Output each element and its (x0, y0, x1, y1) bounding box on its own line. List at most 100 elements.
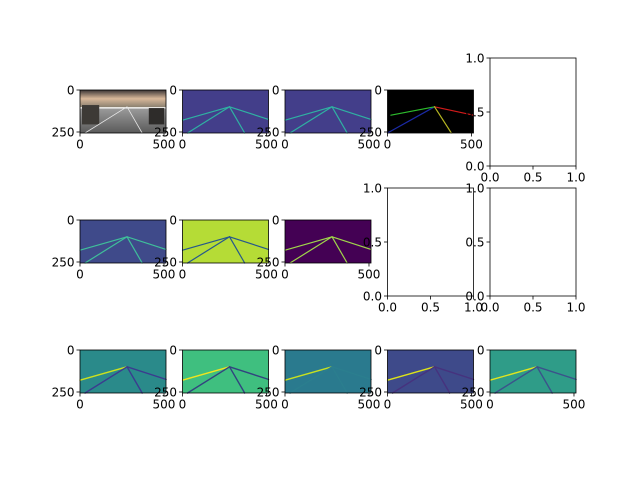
lane-map-far-right (126, 236, 167, 250)
x-tick-label: 0 (179, 398, 187, 412)
lane-map-dark-background (285, 220, 371, 263)
lane-map-far-left (181, 106, 231, 121)
lane-map-left (289, 106, 333, 134)
lane-channel-right (536, 366, 553, 394)
y-tick-label: 250 (359, 125, 382, 139)
axes-frame (79, 349, 167, 394)
x-tick-label: 0 (281, 138, 289, 152)
x-tick-label: 500 (255, 398, 278, 412)
y-tick-label: 0 (272, 344, 280, 358)
axes-frame (284, 349, 372, 394)
lane-map-right (126, 236, 143, 264)
lane-channel-far-right (331, 366, 372, 381)
x-tick-label: 0 (486, 398, 494, 412)
y-tick-label: 0 (67, 84, 75, 98)
lane-map-far-right (331, 106, 372, 120)
lane-map-right (228, 106, 246, 134)
lane-map-dark-right (331, 236, 348, 264)
lane-map-left (84, 236, 128, 264)
x-tick-label: 500 (563, 398, 586, 412)
y-tick-label: 0 (169, 84, 177, 98)
axes-frame (79, 219, 167, 264)
x-tick-label: 0 (179, 268, 187, 282)
y-tick-label: 0 (169, 344, 177, 358)
lane-channel-background (80, 350, 166, 393)
lane-channel-left (391, 366, 436, 394)
lane-channel-far-right (228, 366, 270, 381)
x-tick-label: 0 (281, 268, 289, 282)
x-tick-label: 500 (255, 138, 278, 152)
lane-map-inverted-far-right (228, 236, 270, 250)
y-tick-label: 0 (477, 344, 485, 358)
x-tick-label: 0.5 (523, 171, 542, 185)
road-photo-ground (80, 108, 166, 133)
x-tick-label: 500 (358, 138, 381, 152)
y-tick-label: 250 (52, 385, 75, 399)
lane-map-inverted-right (228, 236, 246, 264)
x-tick-label: 500 (153, 268, 176, 282)
lane-channel-far-right (433, 366, 475, 381)
rgb-lane-red (433, 106, 475, 116)
lane-channel-right (126, 366, 143, 394)
x-tick-label: 500 (153, 138, 176, 152)
axes-frame (182, 349, 269, 394)
y-tick-label: 0.5 (363, 236, 382, 250)
lane-map-dark-left (289, 236, 333, 264)
axes-frame (284, 89, 372, 134)
y-tick-label: 0.0 (465, 290, 484, 304)
y-tick-label: 0.5 (465, 236, 484, 250)
y-tick-label: 250 (154, 125, 177, 139)
lane-map-inverted-far-left (181, 236, 231, 251)
x-tick-label: 0.0 (378, 301, 397, 315)
x-tick-label: 1.0 (464, 301, 483, 315)
lane-map-far-left (79, 236, 128, 251)
axes-frame (387, 349, 474, 394)
y-tick-label: 0 (169, 214, 177, 228)
lane-channel-right (228, 366, 246, 394)
lane-map-far-left (284, 106, 333, 121)
axes-frame (387, 187, 474, 297)
rgb-lanes-background (387, 90, 474, 133)
y-tick-label: 0.0 (465, 160, 484, 174)
axes-frame (489, 349, 577, 394)
x-tick-label: 0 (281, 398, 289, 412)
lane-channel-background (285, 350, 371, 393)
y-tick-label: 250 (462, 385, 485, 399)
x-tick-label: 0 (384, 138, 392, 152)
y-tick-label: 250 (359, 385, 382, 399)
x-tick-label: 0 (384, 398, 392, 412)
lane-map-background (182, 90, 269, 133)
lane-channel-left (494, 366, 538, 394)
lane-channel-left (84, 366, 128, 394)
lane-channel-left (186, 366, 231, 394)
subplot-r1c4: 0.0 0.5 1.00.00.51.0 (465, 182, 585, 315)
x-tick-label: 500 (358, 398, 381, 412)
lane-channel-background (490, 350, 576, 393)
y-tick-label: 0 (272, 214, 280, 228)
lane-channel-far-left (284, 366, 333, 381)
road-photo-lane-right (126, 106, 143, 134)
y-tick-label: 250 (257, 255, 280, 269)
lane-map-inverted-background (182, 220, 269, 263)
x-tick-label: 1.0 (566, 171, 585, 185)
y-tick-label: 250 (52, 255, 75, 269)
lane-map-background (80, 220, 166, 263)
x-tick-label: 500 (460, 138, 483, 152)
subplot-r0c0: 0 500 0 250 (52, 84, 176, 152)
rgb-lane-blue (386, 106, 436, 134)
road-photo-right-structure (148, 108, 165, 125)
y-tick-label: 0.0 (363, 290, 382, 304)
lane-channel-far-left (489, 366, 538, 381)
y-tick-label: 250 (154, 255, 177, 269)
x-tick-label: 500 (358, 268, 381, 282)
road-photo-left-structure (82, 105, 100, 125)
y-tick-label: 1.0 (465, 52, 484, 66)
